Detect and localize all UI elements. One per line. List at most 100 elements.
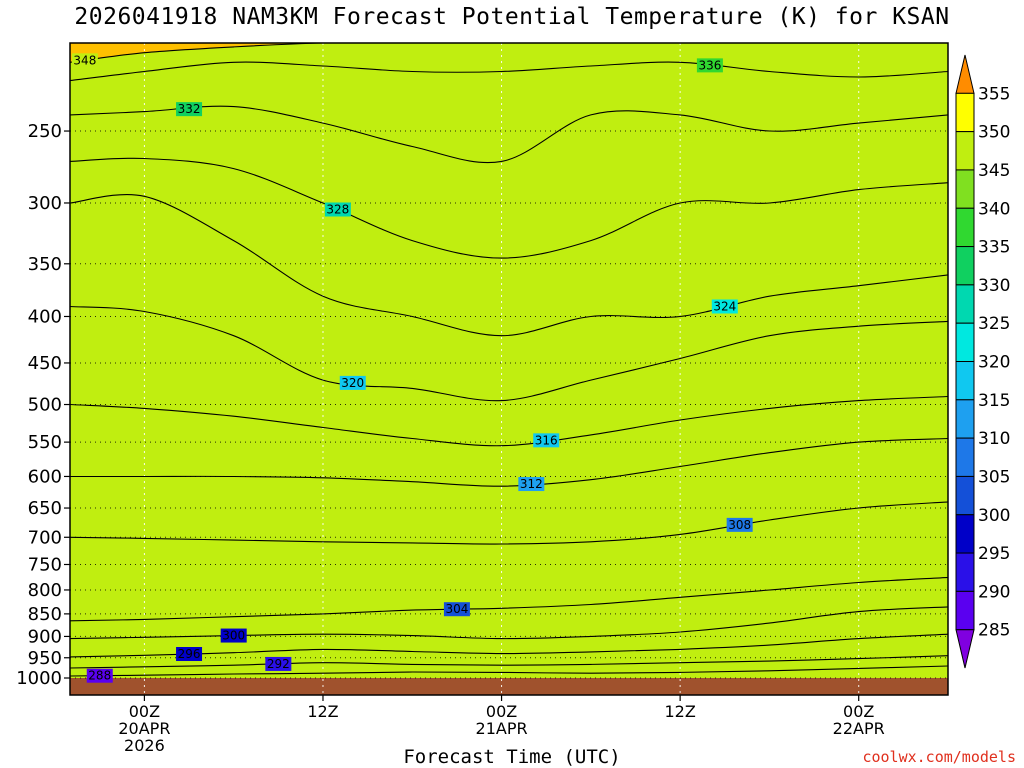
colorbar-swatch-305-310 bbox=[955, 437, 975, 477]
ytick-label-500: 500 bbox=[28, 395, 62, 416]
ytick-label-650: 650 bbox=[28, 498, 62, 519]
colorbar-label-340: 340 bbox=[978, 199, 1010, 219]
colorbar-label-330: 330 bbox=[978, 276, 1010, 296]
contour-label-bg-312 bbox=[518, 477, 545, 492]
contour-332 bbox=[70, 105, 948, 164]
contour-label-304: 304 bbox=[445, 602, 468, 616]
contour-label-bg-328 bbox=[324, 202, 351, 217]
contour-312 bbox=[70, 437, 948, 487]
xtick-label-2-0: 00Z bbox=[486, 702, 517, 721]
contour-label-bg-288 bbox=[86, 668, 113, 683]
contour-label-296: 296 bbox=[178, 647, 201, 661]
ytick-label-350: 350 bbox=[28, 254, 62, 275]
ytick-label-400: 400 bbox=[28, 306, 62, 327]
contour-label-328: 328 bbox=[326, 202, 349, 216]
chart-title: 2026041918 NAM3KM Forecast Potential Tem… bbox=[74, 4, 950, 30]
colorbar-swatch-310-315 bbox=[955, 399, 975, 439]
colorbar-label-310: 310 bbox=[978, 429, 1010, 449]
contour-label-bg-316 bbox=[533, 433, 560, 448]
xtick-label-1-0: 12Z bbox=[307, 702, 338, 721]
contour-label-bg-324 bbox=[711, 299, 738, 314]
contour-label-bg-300 bbox=[220, 628, 247, 643]
colorbar-swatch-335-340 bbox=[955, 207, 975, 248]
contour-320 bbox=[70, 305, 948, 402]
contour-label-312: 312 bbox=[520, 477, 543, 491]
colorbar-swatch-325-330 bbox=[955, 284, 975, 324]
contour-label-336: 336 bbox=[698, 58, 721, 72]
colorbar-swatch-330-335 bbox=[955, 246, 975, 286]
contour-label-288: 288 bbox=[88, 669, 111, 683]
contour-label-316: 316 bbox=[535, 433, 558, 447]
colorbar-swatch-285-290 bbox=[955, 590, 975, 631]
colorbar-label-300: 300 bbox=[978, 506, 1010, 526]
contour-label-bg-292 bbox=[265, 656, 292, 671]
ytick-label-550: 550 bbox=[28, 432, 62, 453]
colorbar-label-355: 355 bbox=[978, 84, 1010, 104]
ytick-label-300: 300 bbox=[28, 193, 62, 214]
ytick-label-750: 750 bbox=[28, 554, 62, 575]
colorbar-label-315: 315 bbox=[978, 391, 1010, 411]
contour-296 bbox=[70, 633, 948, 658]
colorbar-swatch-290-295 bbox=[955, 552, 975, 592]
plot-frame bbox=[69, 42, 949, 696]
contour-328 bbox=[70, 157, 948, 259]
ytick-label-850: 850 bbox=[28, 604, 62, 625]
contour-336 bbox=[70, 61, 948, 82]
contour-316 bbox=[70, 395, 948, 447]
contour-324 bbox=[70, 193, 948, 337]
contour-292 bbox=[70, 655, 948, 669]
contour-label-332: 332 bbox=[178, 102, 201, 116]
contour-label-bg-296 bbox=[176, 647, 203, 662]
colorbar-label-350: 350 bbox=[978, 123, 1010, 143]
contour-label-300: 300 bbox=[222, 629, 245, 643]
colorbar-swatch-350-355 bbox=[955, 92, 975, 133]
colorbar-arrow-top bbox=[955, 54, 975, 94]
ytick-label-450: 450 bbox=[28, 353, 62, 374]
xtick-label-4-1: 22APR bbox=[833, 719, 885, 738]
contour-label-bg-348 bbox=[71, 53, 98, 68]
colorbar-label-335: 335 bbox=[978, 238, 1010, 258]
colorbar-arrow-bottom bbox=[955, 629, 975, 669]
contour-300 bbox=[70, 606, 948, 640]
colorbar-swatch-345-350 bbox=[955, 131, 975, 171]
credit-text: coolwx.com/models bbox=[862, 748, 1016, 766]
colorbar-label-290: 290 bbox=[978, 582, 1010, 602]
contour-label-292: 292 bbox=[267, 657, 290, 671]
ytick-label-600: 600 bbox=[28, 466, 62, 487]
colorbar-label-295: 295 bbox=[978, 544, 1010, 564]
xtick-label-4-0: 00Z bbox=[843, 702, 874, 721]
colorbar-swatch-315-320 bbox=[955, 361, 975, 401]
ytick-label-1000: 1000 bbox=[16, 668, 62, 689]
contour-label-bg-336 bbox=[696, 58, 723, 73]
colorbar-label-325: 325 bbox=[978, 314, 1010, 334]
ytick-label-900: 900 bbox=[28, 626, 62, 647]
colorbar-label-305: 305 bbox=[978, 467, 1010, 487]
ytick-label-950: 950 bbox=[28, 648, 62, 669]
colorbar-swatch-340-345 bbox=[955, 169, 975, 209]
xtick-label-0-1: 20APR bbox=[118, 719, 170, 738]
colorbar-swatch-300-305 bbox=[955, 475, 975, 516]
contour-label-308: 308 bbox=[728, 518, 751, 532]
contour-label-bg-308 bbox=[726, 517, 753, 532]
contour-label-320: 320 bbox=[341, 376, 364, 390]
colorbar-label-285: 285 bbox=[978, 621, 1010, 641]
x-axis-label: Forecast Time (UTC) bbox=[403, 746, 621, 768]
contour-label-348: 348 bbox=[73, 53, 96, 67]
contour-308 bbox=[70, 501, 948, 545]
contour-label-bg-304 bbox=[443, 602, 470, 617]
ytick-label-800: 800 bbox=[28, 580, 62, 601]
colorbar-label-320: 320 bbox=[978, 353, 1010, 373]
colorbar-swatch-320-325 bbox=[955, 322, 975, 362]
xtick-label-0-2: 2026 bbox=[124, 736, 165, 755]
contour-348 bbox=[70, 43, 948, 63]
contour-label-324: 324 bbox=[713, 299, 736, 313]
xtick-label-3-0: 12Z bbox=[664, 702, 695, 721]
colorbar-label-345: 345 bbox=[978, 161, 1010, 181]
contour-304 bbox=[70, 576, 948, 622]
xtick-label-2-1: 21APR bbox=[476, 719, 528, 738]
xtick-label-0-0: 00Z bbox=[129, 702, 160, 721]
ytick-label-250: 250 bbox=[28, 121, 62, 142]
colorbar-swatch-295-300 bbox=[955, 514, 975, 554]
theta-band-348 bbox=[70, 43, 948, 695]
